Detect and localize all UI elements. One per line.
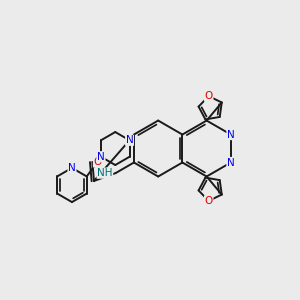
Text: N: N [126, 135, 134, 145]
Text: N: N [68, 163, 76, 173]
Text: O: O [205, 91, 213, 101]
Text: NH: NH [97, 168, 112, 178]
Text: O: O [205, 196, 213, 206]
Text: N: N [227, 158, 235, 167]
Text: O: O [94, 157, 102, 167]
Text: N: N [227, 130, 235, 140]
Text: N: N [97, 152, 105, 162]
